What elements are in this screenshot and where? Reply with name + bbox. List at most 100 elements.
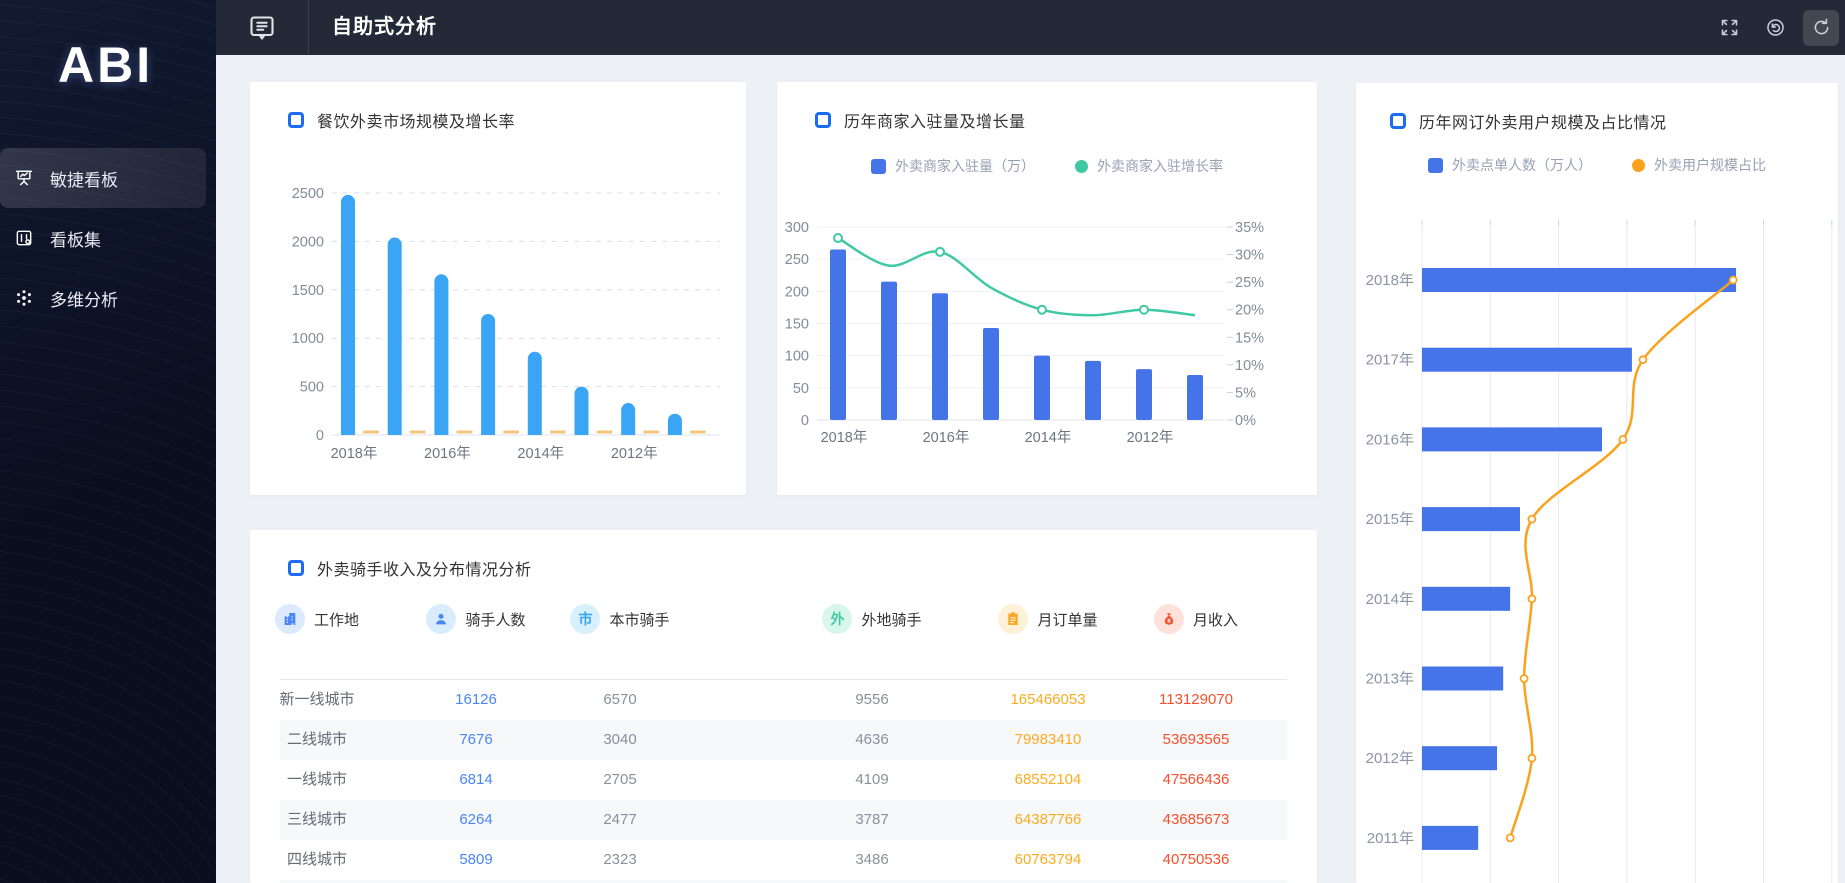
income-icon	[1153, 604, 1184, 634]
sidebar-item-label: 敏捷看板	[50, 170, 118, 190]
svg-text:2016年: 2016年	[923, 429, 970, 446]
card-user-scale: 历年网订外卖用户规模及占比情况 外卖点单人数（万人） 外卖用户规模占比 2018年…	[1356, 83, 1838, 883]
card-head: 外卖骑手收入及分布情况分析	[288, 556, 532, 580]
svg-text:2018年: 2018年	[331, 445, 378, 462]
sidebar-item-multi-analysis[interactable]: 多维分析	[0, 268, 216, 328]
local-city-icon: 市	[570, 604, 601, 634]
table-cell: 9556	[855, 691, 889, 708]
table-cell: 三线城市	[286, 811, 347, 828]
table-cell: 3040	[603, 731, 637, 748]
svg-text:15%: 15%	[1235, 330, 1264, 346]
board-list-icon[interactable]	[248, 14, 276, 42]
header-actions	[1711, 0, 1839, 55]
table-cell: 4636	[855, 731, 889, 748]
legend-square-icon	[1428, 157, 1443, 173]
svg-text:5%: 5%	[1235, 385, 1256, 401]
table-cell: 二线城市	[286, 731, 347, 748]
svg-text:2000: 2000	[292, 234, 324, 250]
legend-label: 外卖用户规模占比	[1654, 157, 1766, 173]
table-column-header[interactable]: 工作地	[250, 604, 417, 634]
table-cell: 53693565	[1162, 731, 1230, 748]
table-row-stripe	[280, 720, 1287, 760]
sidebar-item-label: 看板集	[50, 230, 101, 250]
legend-item[interactable]: 外卖用户规模占比	[1632, 155, 1766, 175]
table-cell: 113129070	[1159, 691, 1233, 708]
page-title: 自助式分析	[332, 16, 437, 38]
legend-item[interactable]: 外卖点单人数（万人）	[1428, 155, 1592, 175]
card-rider-table: 外卖骑手收入及分布情况分析 工作地 骑手人数市本市骑手外外地骑手 月订单量 月收入 新一…	[250, 530, 1317, 883]
svg-text:10%: 10%	[1235, 358, 1264, 374]
table-column-header[interactable]: 市本市骑手	[520, 604, 720, 634]
sidebar-item-board-set[interactable]: 看板集	[0, 208, 216, 268]
outland-icon: 外	[822, 604, 853, 634]
table-column-header[interactable]: 月订单量	[948, 604, 1148, 634]
table-cell: 2705	[603, 771, 637, 788]
table-row: 四线城市 5809 2323 3486 60763794 40750536	[250, 840, 1317, 880]
svg-text:0%: 0%	[1235, 413, 1256, 429]
table-column-header[interactable]: 骑手人数	[376, 604, 576, 634]
card-title: 历年网订外卖用户规模及占比情况	[1419, 115, 1667, 132]
legend-label: 外卖商家入驻增长率	[1097, 158, 1223, 174]
kanban-icon	[14, 228, 34, 248]
svg-text:300: 300	[785, 220, 809, 236]
merchant-growth-combo-chart: 0 50 100 150 200 250 300 0% 5% 10% 15% 20% 25% 30% 35%…	[785, 220, 1264, 446]
cluster-icon	[14, 288, 34, 308]
table-cell: 7676	[459, 731, 493, 748]
legend-item[interactable]: 外卖商家入驻增长率	[1075, 156, 1223, 176]
column-label: 月收入	[1192, 611, 1238, 629]
table-row: 新一线城市 16126 6570 9556 165466053 113129070	[250, 680, 1317, 720]
table-header-divider	[280, 679, 1287, 680]
table-cell: 3486	[855, 851, 889, 868]
card-checkbox-icon[interactable]	[288, 112, 304, 128]
app-logo: ABI	[58, 37, 154, 93]
card-checkbox-icon[interactable]	[288, 560, 304, 576]
table-row: 二线城市 7676 3040 4636 79983410 53693565	[250, 720, 1317, 760]
orders-icon	[998, 604, 1029, 634]
column-label: 工作地	[313, 611, 359, 629]
table-row-stripe	[280, 800, 1287, 840]
fullscreen-icon[interactable]	[1711, 10, 1747, 46]
table-cell: 6570	[603, 691, 637, 708]
sidebar-item-label: 多维分析	[50, 290, 118, 310]
market-scale-bar-chart: 0 500 1000 1500 2000 2500 2018年 2016年 2014年 2012年	[292, 186, 720, 462]
table-cell: 43685673	[1162, 811, 1230, 828]
table-cell: 165466053	[1010, 691, 1086, 708]
table-row: 三线城市 6264 2477 3787 64387766 43685673	[250, 800, 1317, 840]
header-divider	[308, 0, 309, 55]
svg-text:2500: 2500	[292, 186, 324, 202]
table-column-header[interactable]: 月收入	[1096, 604, 1296, 634]
table-cell: 2323	[603, 851, 637, 868]
card-checkbox-icon[interactable]	[1390, 113, 1406, 129]
svg-text:25%: 25%	[1235, 275, 1264, 291]
table-cell: 79983410	[1014, 731, 1082, 748]
svg-text:250: 250	[785, 252, 809, 268]
chart-legend: 外卖商家入驻量（万） 外卖商家入驻增长率	[777, 156, 1317, 176]
legend-dot-icon	[1632, 158, 1645, 172]
user-scale-hbar-chart: 2018年 2017年 2016年 2015年 2014年 2013年 2012年 2011年	[1366, 220, 1833, 883]
table-cell: 5809	[459, 851, 493, 868]
rider-icon	[426, 604, 457, 634]
sidebar-nav: 敏捷看板看板集多维分析	[0, 148, 216, 328]
legend-dot-icon	[1075, 159, 1088, 173]
table-column-header[interactable]: 外外地骑手	[772, 604, 972, 634]
svg-text:100: 100	[785, 349, 809, 365]
sidebar-item-agile-board[interactable]: 敏捷看板	[0, 148, 206, 208]
legend-square-icon	[871, 158, 886, 174]
table-cell: 2477	[603, 811, 637, 828]
top-header: 自助式分析	[216, 0, 1845, 55]
svg-text:0: 0	[316, 428, 324, 444]
refresh-icon[interactable]	[1803, 9, 1839, 46]
undo-icon[interactable]	[1757, 10, 1793, 46]
legend-item[interactable]: 外卖商家入驻量（万）	[871, 156, 1035, 176]
legend-label: 外卖商家入驻量（万）	[895, 158, 1035, 174]
svg-text:2017年: 2017年	[1366, 352, 1414, 369]
svg-text:2013年: 2013年	[1366, 671, 1414, 688]
column-label: 月订单量	[1037, 611, 1098, 629]
svg-text:2018年: 2018年	[821, 429, 868, 446]
table-cell: 四线城市	[286, 851, 347, 868]
svg-text:2012年: 2012年	[1366, 750, 1414, 767]
svg-text:0: 0	[801, 413, 809, 429]
table-cell: 16126	[455, 691, 497, 708]
card-checkbox-icon[interactable]	[815, 112, 831, 128]
svg-text:2014年: 2014年	[517, 445, 564, 462]
